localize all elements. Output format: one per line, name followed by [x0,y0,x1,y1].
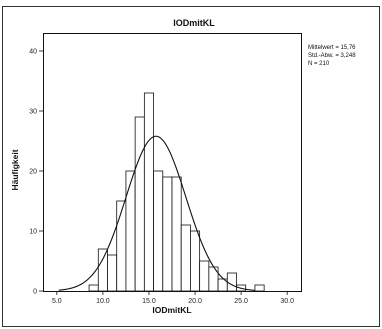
histogram-bar-10 [180,224,191,292]
histogram-bar-2 [107,254,118,292]
outer-frame [2,6,380,327]
stats-n: N = 210 [308,61,330,67]
histogram-bar-1 [97,248,108,292]
chart-title: IODmitKL [173,18,215,28]
x-tick-label: 10.0 [96,298,110,305]
histogram-bar-11 [190,230,201,292]
normal-curve [58,135,255,291]
stats-sd: Std.-Abw. = 3,248 [308,53,356,59]
histogram-bar-7 [153,170,164,292]
histogram-bar-4 [125,170,136,292]
plot-area-frame [43,33,302,292]
stats-mean: Mittelwert = 15,76 [308,45,356,51]
histogram-bar-8 [162,176,173,292]
x-tick-label: 15.0 [142,298,156,305]
bars [88,92,265,292]
y-tick-label: 10 [29,229,37,236]
y-tick-label: 40 [29,49,37,56]
histogram-bar-0 [88,284,99,292]
y-tick-label: 30 [29,109,37,116]
histogram-bar-17 [254,284,265,292]
y-tick-label: 20 [29,169,37,176]
histogram-bar-6 [143,92,154,292]
x-tick-label: 20.0 [188,298,202,305]
x-axis: 5.0 10.0 15.0 20.0 25.0 30.0 [52,291,294,305]
x-tick-label: 30.0 [280,298,294,305]
y-axis-title: Häufigkeit [10,149,20,190]
histogram-bar-15 [226,272,237,292]
y-tick-label: 0 [33,289,37,296]
histogram-bar-5 [134,116,145,292]
histogram-bar-12 [199,260,210,292]
stats-box: Mittelwert = 15,76 Std.-Abw. = 3,248 N =… [308,45,356,67]
x-axis-title: IODmitKL [152,305,191,315]
x-tick-label: 5.0 [52,298,62,305]
histogram-bar-9 [171,176,182,292]
histogram-bar-3 [116,200,127,292]
x-tick-label: 25.0 [234,298,248,305]
y-axis: 0 10 20 30 40 [29,49,43,296]
